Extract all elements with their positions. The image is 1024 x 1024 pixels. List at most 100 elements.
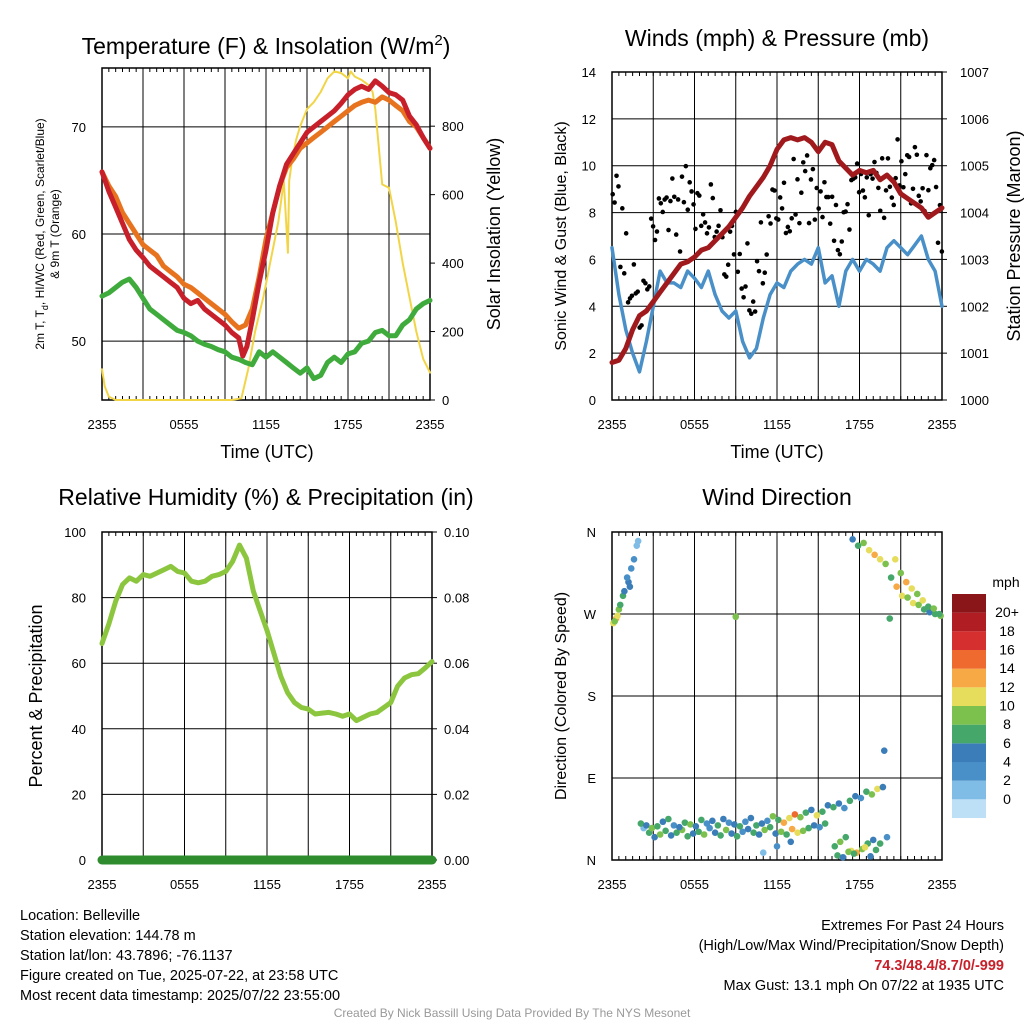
y-tick-label: N [587,525,596,540]
gust-point [799,190,804,196]
direction-point [805,824,812,832]
y-right-tick-label: 1000 [960,393,989,408]
y-right-tick-label: 400 [442,256,464,271]
gust-point [881,215,887,221]
direction-point [849,535,856,543]
title-text: Temperature (F) & Insolation (W/m [82,33,435,59]
gust-point [891,202,897,208]
y-right-tick-label: 600 [442,188,464,203]
gust-point [810,166,816,172]
direction-point [614,612,621,620]
direction-point [623,574,631,581]
y-right-tick-label: 0.02 [444,787,469,802]
y-axis-label: Sonic Wind & Gust (Blue, Black) [553,121,570,350]
direction-point [799,827,807,835]
gust-point [704,231,710,236]
direction-point [698,816,705,824]
gust-point [718,207,723,213]
direction-point [845,848,852,856]
gust-point [864,175,870,180]
gust-point [716,223,721,229]
y-tick-label: 0 [79,853,86,868]
gust-point [654,229,660,234]
y-tick-label: N [587,853,596,868]
gust-point [723,274,729,279]
extremes-subtitle: (High/Low/Max Wind/Precipitation/Snow De… [698,938,1004,954]
direction-point [621,587,628,595]
direction-point [627,565,635,572]
direction-point [819,808,826,816]
legend-label: 14 [999,660,1015,676]
y-tick-label: 0 [589,393,596,408]
direction-point [872,846,880,854]
direction-point [667,832,675,839]
gust-point [677,249,683,254]
legend-label: 16 [999,642,1015,658]
direction-point [769,812,777,820]
gust-point [697,193,702,198]
series-1-line [101,70,431,401]
legend-swatch [952,631,986,650]
gust-point [764,252,769,257]
legend-label: 20+ [995,604,1019,620]
y-right-tick-label: 0 [442,393,449,408]
direction-point [692,822,700,830]
legend-swatch [952,780,986,800]
direction-point [835,800,843,807]
credit-text: Created By Nick Bassill Using Data Provi… [333,1006,691,1020]
gust-point [631,262,637,267]
direction-point [626,583,634,590]
gust-point [679,174,685,179]
x-tick-label: 1755 [334,417,363,432]
x-axis-label: Time (UTC) [220,442,313,462]
gust-point [883,188,889,193]
direction-point [659,818,667,826]
gust-point [614,173,619,179]
elevation-text: Station elevation: 144.78 m [20,928,196,944]
direction-point [788,825,796,833]
y-tick-label: 100 [64,525,86,540]
gust-point [818,189,823,194]
direction-point [816,823,823,831]
legend-swatch [952,612,986,632]
direction-point [673,829,680,836]
gust-point [743,284,748,289]
direction-point [786,814,793,822]
legend-swatch [952,687,986,706]
gust-point [752,309,758,314]
direction-point [902,578,910,586]
series-4-line [99,276,433,382]
x-tick-label: 2355 [928,417,957,432]
y-label-part: 2m T, T [33,309,47,349]
direction-point [651,833,658,841]
gust-point [727,229,733,234]
direction-point [865,546,873,554]
direction-point [852,792,859,800]
direction-point [915,601,922,609]
direction-point [656,831,664,838]
y-tick-label: E [587,771,596,786]
y-label-subscript: d [40,305,50,310]
gust-point [748,311,754,317]
gust-point [887,184,893,190]
x-tick-label: 2355 [418,877,447,892]
gust-point [635,289,641,294]
gust-point [847,227,852,232]
direction-point [882,560,889,568]
gust-point [866,212,872,218]
gust-point [833,202,839,208]
y-tick-label: 12 [582,112,596,127]
y-tick-label: 8 [589,206,596,221]
gust-point [779,206,785,211]
y-right-tick-label: 1007 [960,65,989,80]
y-right-tick-label: 0.08 [444,591,469,606]
direction-point [630,556,638,563]
legend-swatch [952,706,986,725]
direction-point [761,826,768,834]
series-3-line [99,78,433,359]
direction-point [935,610,943,618]
gust-point [775,217,781,222]
gust-point [910,186,916,192]
x-tick-label: 2355 [598,877,627,892]
